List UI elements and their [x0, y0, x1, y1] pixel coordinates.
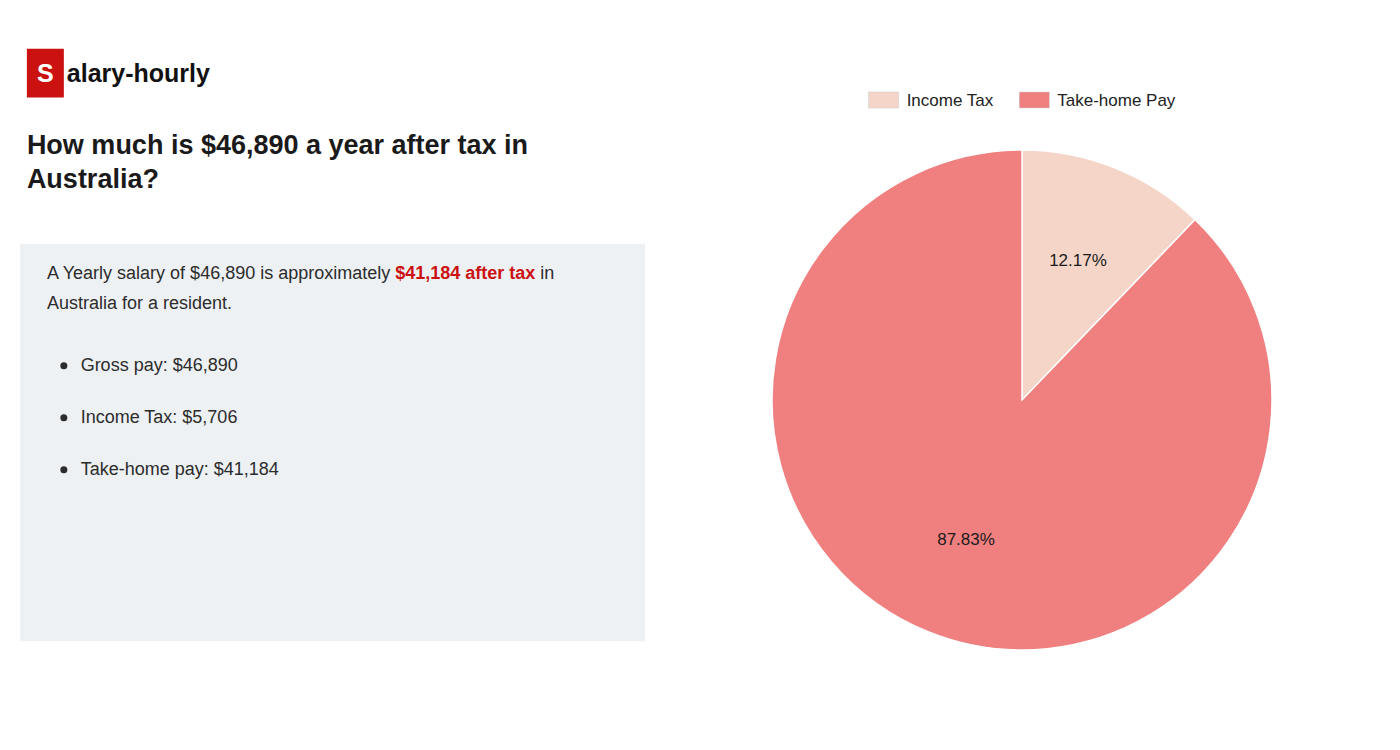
bullet [60, 414, 67, 421]
data-labels: 12.17% 87.83% [937, 251, 1107, 548]
legend-swatch [1019, 92, 1049, 108]
bullet [60, 466, 67, 473]
summary-line: A Yearly salary of $46,890 is approximat… [47, 263, 554, 283]
chart-root: Salary-hourly How much is $46,890 a year … [0, 0, 1400, 750]
logo-text: alary-hourly [67, 59, 210, 87]
legend-label: Take-home Pay [1057, 91, 1176, 110]
legend-item: Take-home Pay [1019, 91, 1176, 110]
pie-slice [772, 150, 1272, 650]
bullet-text: Gross pay: $46,890 [81, 355, 238, 375]
bullet-text: Take-home pay: $41,184 [81, 459, 279, 479]
title: How much is $46,890 a year after tax inA… [27, 130, 528, 194]
legend-label: Income Tax [907, 91, 994, 110]
info-box [20, 244, 645, 642]
legend-item: Income Tax [869, 91, 994, 110]
summary-line: Australia for a resident. [47, 293, 232, 313]
logo-box [27, 49, 64, 98]
data-label: 12.17% [1049, 251, 1107, 270]
legend: Income Tax Take-home Pay [869, 91, 1176, 110]
text-panel: Salary-hourly How much is $46,890 a year … [20, 49, 645, 642]
bullet [60, 362, 67, 369]
bullet-text: Income Tax: $5,706 [81, 407, 238, 427]
summary-part: $41,184 after tax [395, 263, 535, 283]
legend-swatch [869, 92, 899, 108]
summary-part: A Yearly salary of $46,890 is approximat… [47, 263, 395, 283]
data-label: 87.83% [937, 530, 995, 549]
pie [772, 150, 1272, 650]
summary-part: in [535, 263, 554, 283]
logo-letter: S [37, 59, 54, 87]
